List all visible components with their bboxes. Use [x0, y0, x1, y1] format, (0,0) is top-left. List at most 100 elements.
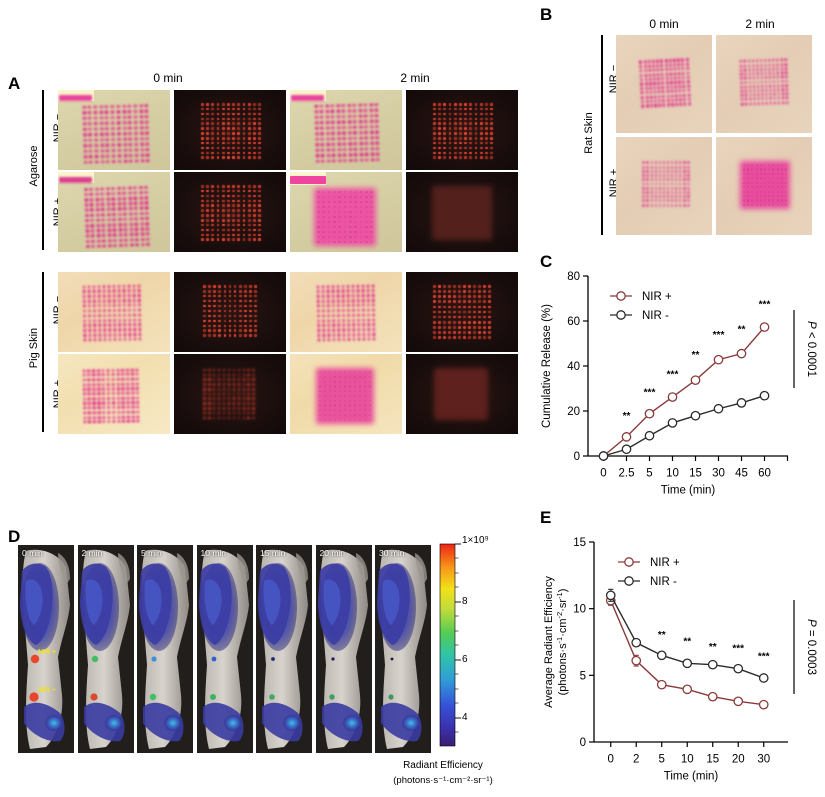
svg-text:Cumulative Release (%): Cumulative Release (%): [541, 304, 553, 428]
panel-a-group-label-agarose: Agarose: [28, 131, 40, 201]
panel-d-frame-5: 20 min: [316, 545, 372, 753]
svg-text:20: 20: [732, 754, 745, 766]
panel-d-colorbar-tick-8: 8: [462, 596, 468, 607]
svg-text:0: 0: [580, 737, 586, 749]
panel-a-img-agarose-nirminus-2min-bright: [290, 90, 402, 170]
panel-a-group-label-pigskin: Pig Skin: [28, 313, 40, 383]
panel-d-colorbar: [438, 540, 474, 755]
panel-a-row-divider-1: [58, 170, 517, 172]
svg-text:45: 45: [735, 468, 748, 480]
svg-text:NIR -: NIR -: [650, 576, 677, 588]
panel-a-img-pigskin-nirminus-0min-bright: [58, 272, 170, 352]
svg-text:15: 15: [706, 754, 719, 766]
panel-b-img-nirminus-2min: [716, 35, 812, 133]
panel-d-time-label-5: 20 min: [320, 548, 346, 558]
panel-d-time-label-3: 10 min: [201, 548, 227, 558]
svg-text:**: **: [683, 637, 691, 648]
svg-text:0: 0: [574, 451, 580, 463]
svg-text:0: 0: [608, 754, 614, 766]
panel-d-letter: D: [8, 527, 20, 547]
panel-a-letter: A: [8, 74, 20, 94]
panel-b-img-nirplus-2min: [716, 137, 812, 235]
panel-b-group-bracket: [601, 35, 603, 235]
svg-text:5: 5: [659, 754, 665, 766]
svg-text:10: 10: [573, 604, 586, 616]
panel-d-time-label-0: 0 min: [22, 548, 43, 558]
panel-a-img-pigskin-nirplus-0min-bright: [58, 354, 170, 434]
panel-b-img-nirminus-0min: [616, 35, 712, 133]
figure-root: A 0 min 2 min Agarose Pig Skin NIR − NIR…: [0, 0, 825, 797]
svg-text:60: 60: [758, 468, 771, 480]
panel-d-frame-3: 10 min: [197, 545, 253, 753]
panel-a-img-agarose-nirminus-0min-fluor: [174, 90, 286, 170]
panel-d-nir-minus-label: NIR −: [38, 687, 56, 694]
svg-text:60: 60: [567, 316, 580, 328]
panel-a-col-header-2min: 2 min: [375, 71, 455, 85]
svg-text:***: ***: [644, 387, 656, 398]
panel-a-img-pigskin-nirplus-0min-fluor: [174, 354, 286, 434]
svg-text:**: **: [623, 411, 631, 422]
panel-d-colorbar-tick-6: 6: [462, 654, 468, 665]
panel-d-time-label-6: 30 min: [379, 548, 405, 558]
svg-text:30: 30: [757, 754, 770, 766]
svg-text:0: 0: [600, 468, 606, 480]
panel-a-img-agarose-nirminus-0min-bright: [58, 90, 170, 170]
svg-text:30: 30: [712, 468, 725, 480]
panel-b-col-header-0min: 0 min: [627, 17, 701, 31]
svg-text:10: 10: [681, 754, 694, 766]
panel-d-time-label-1: 2 min: [82, 548, 103, 558]
panel-d-colorbar-top-label: 1×10⁹: [462, 535, 489, 546]
panel-d-frame-2: 5 min: [137, 545, 193, 753]
panel-a-img-agarose-nirplus-2min-bright: [290, 172, 402, 252]
svg-text:80: 80: [567, 271, 580, 283]
svg-text:P = 0.0003: P = 0.0003: [805, 619, 817, 675]
panel-d-frame-0: 0 min NIR + NIR −: [18, 545, 74, 753]
svg-text:5: 5: [646, 468, 652, 480]
panel-b-col-header-2min: 2 min: [723, 17, 797, 31]
panel-e-chart: 0510150 2 5 10 15 20 30Time (min)**** ** ******N…: [536, 512, 825, 797]
svg-text:2.5: 2.5: [619, 468, 635, 480]
panel-d-colorbar-caption-line2: (photons·s⁻¹·cm⁻²·sr⁻¹): [338, 775, 548, 786]
panel-a-img-pigskin-nirminus-0min-fluor: [174, 272, 286, 352]
panel-a-img-agarose-nirplus-0min-bright: [58, 172, 170, 252]
panel-a-pigskin-bracket: [42, 272, 44, 432]
svg-text:15: 15: [689, 468, 702, 480]
panel-c-chart: 0204060800 2.5 5 10 15 30 45 60Time (min)******…: [536, 258, 825, 498]
panel-b-letter: B: [540, 5, 552, 25]
panel-b-img-nirplus-0min: [616, 137, 712, 235]
svg-text:***: ***: [758, 651, 770, 662]
panel-a-col-header-0min: 0 min: [128, 71, 208, 85]
svg-text:Average Radiant Efficiency: Average Radiant Efficiency: [543, 576, 555, 708]
panel-a-img-pigskin-nirplus-2min-fluor: [406, 354, 518, 434]
panel-a-img-pigskin-nirminus-2min-bright: [290, 272, 402, 352]
panel-d-time-label-4: 15 min: [260, 548, 286, 558]
svg-text:(photons·s-1·cm-2·sr-1): (photons·s-1·cm-2·sr-1): [555, 589, 570, 696]
svg-text:Time (min): Time (min): [661, 485, 716, 497]
svg-text:***: ***: [732, 643, 744, 654]
svg-text:P < 0.0001: P < 0.0001: [805, 321, 817, 377]
panel-b-group-label-ratskin: Rat Skin: [583, 98, 595, 168]
svg-text:NIR +: NIR +: [642, 291, 672, 303]
svg-text:**: **: [709, 642, 717, 653]
panel-a-img-agarose-nirplus-0min-fluor: [174, 172, 286, 252]
svg-text:20: 20: [567, 406, 580, 418]
svg-text:***: ***: [667, 369, 679, 380]
svg-text:15: 15: [573, 537, 586, 549]
svg-text:40: 40: [567, 361, 580, 373]
svg-text:2: 2: [633, 754, 639, 766]
panel-d-frame-4: 15 min: [256, 545, 312, 753]
svg-text:**: **: [738, 324, 746, 335]
panel-a-agarose-bracket: [42, 90, 44, 250]
panel-a-img-pigskin-nirplus-2min-bright: [290, 354, 402, 434]
svg-text:5: 5: [580, 670, 586, 682]
panel-a-img-agarose-nirminus-2min-fluor: [406, 90, 518, 170]
panel-d-frame-6: 30 min: [375, 545, 431, 753]
panel-d-time-label-2: 5 min: [141, 548, 162, 558]
panel-d-colorbar-caption-line1: Radiant Efficiency: [358, 760, 528, 771]
svg-text:NIR +: NIR +: [650, 557, 680, 569]
panel-a-img-pigskin-nirminus-2min-fluor: [406, 272, 518, 352]
svg-text:***: ***: [713, 330, 725, 341]
panel-a-img-agarose-nirplus-2min-fluor: [406, 172, 518, 252]
svg-text:**: **: [692, 350, 700, 361]
panel-d-colorbar-tick-4: 4: [462, 712, 468, 723]
